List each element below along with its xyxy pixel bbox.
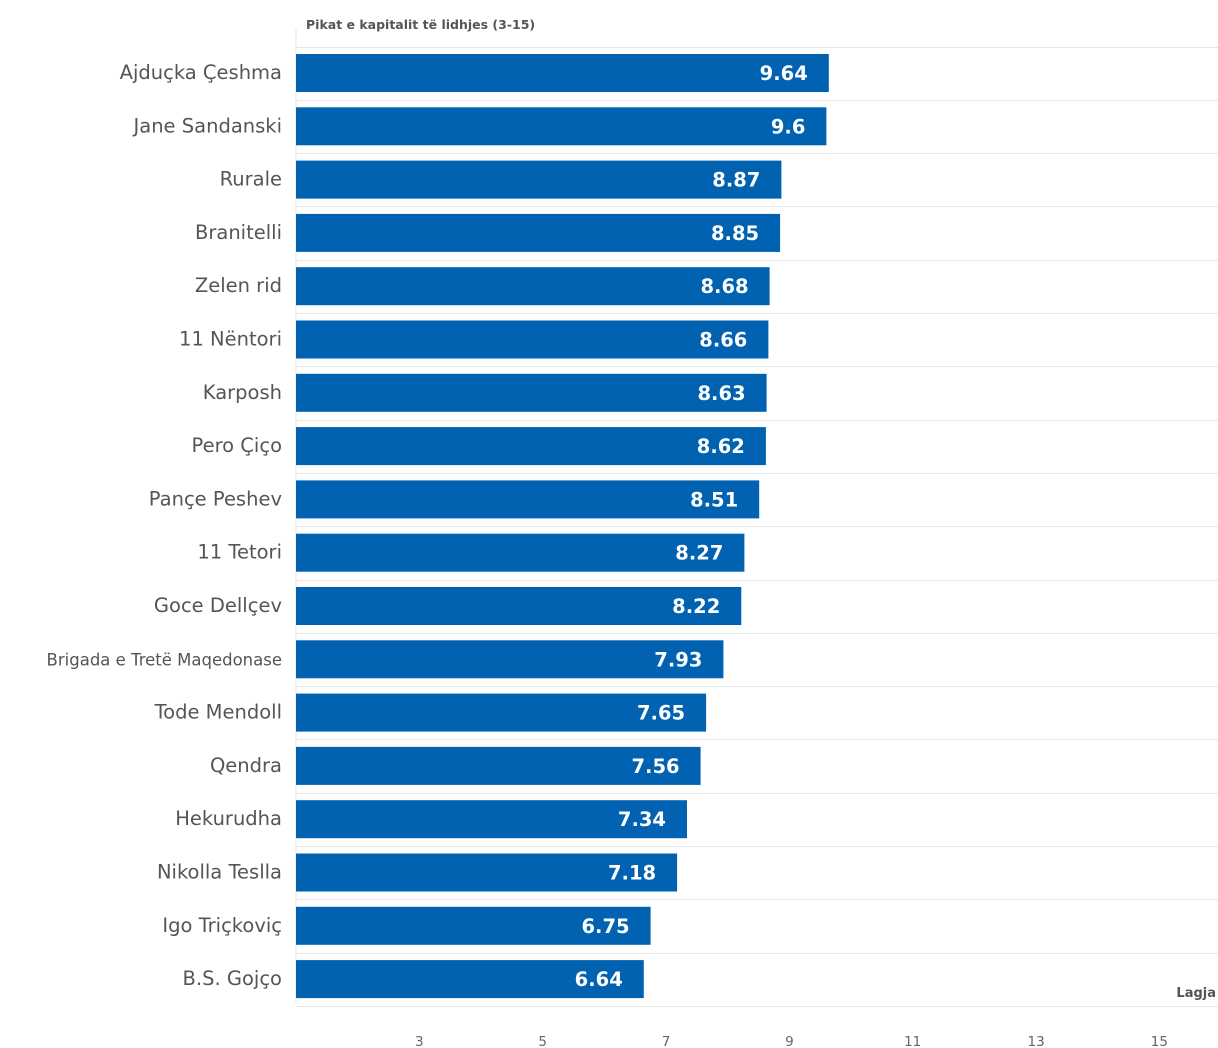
category-label: Brigada e Tretë Maqedonase (47, 650, 282, 669)
value-labels: 9.64 9.6 8.87 8.85 8.68 8.66 8.63 8.62 8.51 8.27 8… (575, 62, 808, 991)
x-axis-title: Lagja (1176, 986, 1216, 1001)
category-labels: Ajduçka Çeshma Jane Sandanski Rurale Branit… (47, 61, 282, 990)
gridlines (296, 47, 1218, 1007)
category-label: Qendra (210, 754, 282, 777)
category-label: Igo Triçkoviç (162, 914, 282, 937)
category-label: 11 Tetori (197, 541, 282, 564)
bar (296, 906, 651, 945)
bar (296, 320, 769, 359)
bar (296, 427, 766, 466)
bar-value-label: 8.68 (700, 275, 748, 298)
x-tick-label: 9 (785, 1034, 794, 1048)
bar-value-label: 7.56 (631, 755, 679, 778)
bar (296, 693, 707, 732)
bar-value-label: 7.65 (637, 702, 685, 725)
category-label: Tode Mendoll (154, 701, 282, 724)
category-label: Pançe Peshev (149, 487, 282, 510)
category-label: Goce Dellçev (154, 594, 282, 617)
y-axis-title: Pikat e kapitalit të lidhjes (3-15) (306, 17, 535, 32)
bar-value-label: 7.34 (618, 808, 666, 831)
category-label: B.S. Gojço (183, 967, 282, 990)
category-label: Hekurudha (175, 807, 282, 830)
category-label: Ajduçka Çeshma (120, 61, 282, 84)
x-tick-label: 13 (1028, 1034, 1045, 1048)
category-label: Branitelli (195, 221, 282, 244)
bar-value-label: 6.75 (581, 915, 629, 938)
bar-value-label: 8.22 (672, 595, 720, 618)
category-label: Nikolla Teslla (157, 861, 282, 884)
bar-value-label: 8.66 (699, 329, 747, 352)
bar (296, 960, 644, 999)
category-label: Karposh (203, 381, 282, 404)
bar-value-label: 7.18 (608, 862, 656, 885)
bar-value-label: 8.27 (675, 542, 723, 565)
bar-value-label: 8.63 (697, 382, 745, 405)
x-tick-label: 5 (538, 1034, 547, 1048)
bar (296, 107, 827, 146)
bar (296, 267, 770, 306)
x-tick-label: 3 (415, 1034, 424, 1048)
bar-value-label: 8.51 (690, 488, 738, 511)
bar-value-label: 8.62 (697, 435, 745, 458)
bar (296, 853, 678, 892)
category-label: Jane Sandanski (132, 114, 283, 137)
bar-value-label: 8.87 (712, 169, 760, 192)
bar-value-label: 9.6 (771, 115, 806, 138)
x-axis-ticks: 3 5 7 9 11 13 15 (415, 1034, 1168, 1048)
x-tick-label: 11 (904, 1034, 921, 1048)
bar (296, 800, 687, 839)
bar (296, 160, 782, 199)
bar (296, 213, 781, 252)
category-label: Rurale (220, 168, 282, 191)
x-tick-label: 15 (1151, 1034, 1168, 1048)
bar (296, 54, 829, 92)
category-label: 11 Nëntori (179, 328, 282, 351)
bar-value-label: 7.93 (654, 648, 702, 671)
bar (296, 373, 767, 412)
x-tick-label: 7 (662, 1034, 671, 1048)
category-label: Zelen rid (195, 274, 282, 297)
category-label: Pero Çiço (192, 434, 282, 457)
bar (296, 533, 745, 572)
bar (296, 640, 724, 679)
bar-value-label: 8.85 (711, 222, 759, 245)
bar (296, 587, 742, 625)
bar (296, 480, 760, 519)
bars (296, 54, 829, 999)
bar (296, 746, 701, 785)
bar-value-label: 9.64 (760, 62, 808, 85)
bar-value-label: 6.64 (575, 968, 623, 991)
